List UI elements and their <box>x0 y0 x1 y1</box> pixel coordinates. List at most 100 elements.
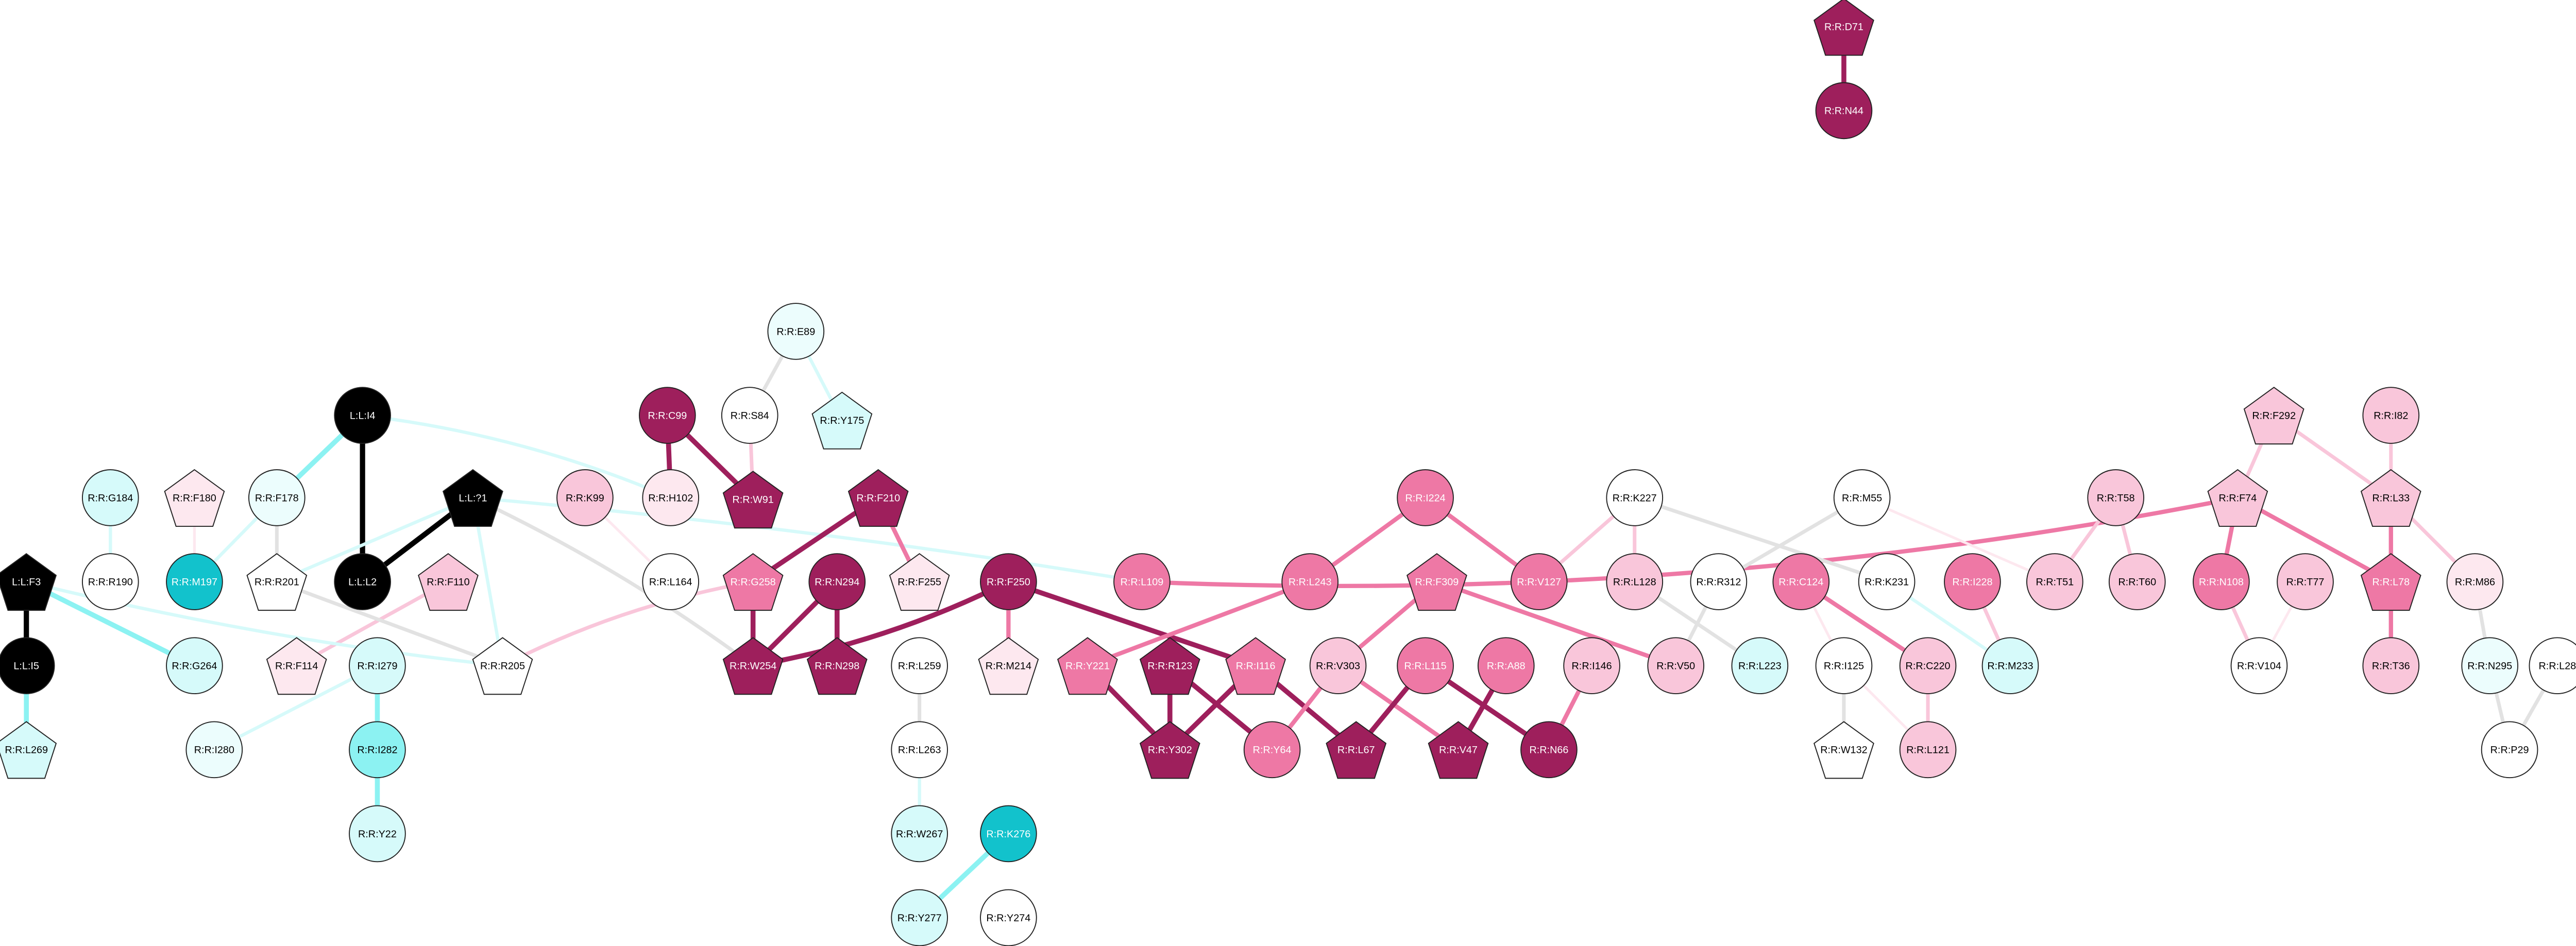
node: R:R:I280 <box>185 721 243 779</box>
node-label: R:R:Y277 <box>897 913 942 924</box>
node: R:R:F178 <box>248 469 306 526</box>
node-circle <box>1113 553 1171 610</box>
node-circle <box>2446 553 2504 610</box>
node-label: R:R:L33 <box>2372 492 2410 504</box>
node-circle <box>1899 721 1957 779</box>
node-label: R:R:C124 <box>1778 576 1823 588</box>
node-pentagon <box>722 471 784 529</box>
node-pentagon <box>164 469 225 527</box>
node: R:R:F74 <box>2207 469 2268 527</box>
node-label: R:R:I279 <box>357 661 397 672</box>
node-pentagon <box>811 391 873 450</box>
node-label: R:R:L121 <box>1906 745 1950 756</box>
edge <box>362 414 671 500</box>
node-circle <box>2461 637 2519 695</box>
node: R:R:F180 <box>164 469 225 527</box>
node-pentagon <box>443 469 503 527</box>
node-circle <box>1944 553 2001 610</box>
node-label: R:R:L78 <box>2372 576 2410 588</box>
node-circle <box>2193 553 2250 610</box>
node-label: R:R:L263 <box>898 745 941 756</box>
node: R:R:F292 <box>2243 387 2304 445</box>
node-circle <box>891 721 948 779</box>
node-label: R:R:R201 <box>255 576 299 588</box>
node-circle <box>2108 553 2166 610</box>
node: R:R:Y274 <box>980 889 1037 946</box>
node-label: R:R:M214 <box>986 661 1031 672</box>
node: R:R:T36 <box>2362 637 2420 695</box>
node-circle <box>1243 721 1301 779</box>
node: R:R:I116 <box>1225 637 1286 695</box>
node-label: R:R:D71 <box>1824 22 1863 33</box>
node-circle <box>1899 637 1957 695</box>
node-circle <box>81 553 139 610</box>
edge <box>1007 579 1257 668</box>
node-circle <box>2362 387 2420 444</box>
node-circle <box>1647 637 1705 695</box>
node: R:R:D71 <box>1814 0 1874 56</box>
node-label: R:R:I282 <box>357 745 397 756</box>
node-circle <box>2026 553 2083 610</box>
node: R:R:L263 <box>891 721 948 779</box>
node-circle <box>1772 553 1830 610</box>
node: R:R:F110 <box>418 553 479 611</box>
node: R:R:V303 <box>1309 637 1367 695</box>
node-circle <box>248 469 306 526</box>
node-circle <box>642 553 700 610</box>
node-circle <box>891 805 948 863</box>
node-label: R:R:F309 <box>1415 576 1459 588</box>
node: R:R:G258 <box>722 553 784 611</box>
node-pentagon <box>246 553 308 611</box>
node: R:R:Y277 <box>891 889 948 946</box>
edge <box>1634 496 1888 583</box>
node-label: R:R:T36 <box>2372 661 2410 672</box>
node-label: R:R:V47 <box>1439 745 1478 756</box>
node-label: R:R:I116 <box>1236 661 1276 672</box>
node-pentagon <box>1814 721 1874 779</box>
node: R:R:T58 <box>2087 469 2145 526</box>
node: R:R:N44 <box>1815 82 1873 140</box>
node-circle <box>1563 637 1620 695</box>
node-label: R:R:N294 <box>815 576 859 588</box>
node: R:R:M55 <box>1833 469 1891 526</box>
node-circle <box>2087 469 2145 526</box>
node: R:R:L269 <box>0 721 57 779</box>
node: R:R:L33 <box>2360 469 2421 527</box>
node-pentagon <box>1139 721 1200 779</box>
node-label: R:R:G184 <box>88 492 133 504</box>
node: R:R:T51 <box>2026 553 2083 610</box>
node-circle <box>2277 553 2334 610</box>
node-pentagon <box>848 469 909 527</box>
node-circle <box>1833 469 1891 526</box>
node-pentagon <box>1326 721 1387 779</box>
node-pentagon <box>2207 469 2268 527</box>
node: R:R:L109 <box>1113 553 1171 610</box>
node-label: R:R:M197 <box>172 576 217 588</box>
edge <box>752 579 1010 668</box>
node-circle <box>2481 721 2538 779</box>
node-label: R:R:V50 <box>1656 661 1695 672</box>
node: R:R:M86 <box>2446 553 2504 610</box>
node: R:R:L223 <box>1731 637 1789 695</box>
node: R:R:I228 <box>1944 553 2001 610</box>
node-circle <box>980 889 1037 946</box>
node-label: R:R:L128 <box>1613 576 1656 588</box>
node-label: R:R:V127 <box>1517 576 1561 588</box>
node-label: R:R:W254 <box>730 661 776 672</box>
node-circle <box>1690 553 1748 610</box>
node-pentagon <box>722 553 784 611</box>
node: R:R:G264 <box>166 637 223 695</box>
node: R:R:R205 <box>472 637 533 695</box>
node: R:R:L128 <box>1606 553 1664 610</box>
node: R:R:W267 <box>891 805 948 863</box>
node: R:R:C99 <box>638 387 696 444</box>
node: R:R:F309 <box>1406 553 1467 611</box>
node-label: R:R:W267 <box>896 829 943 840</box>
node-label: R:R:L164 <box>649 576 692 588</box>
node-circle <box>1731 637 1789 695</box>
node-circle <box>0 637 55 695</box>
edge <box>1436 579 1677 668</box>
node-label: R:R:M233 <box>1987 661 2033 672</box>
node-label: R:R:K99 <box>566 492 604 504</box>
